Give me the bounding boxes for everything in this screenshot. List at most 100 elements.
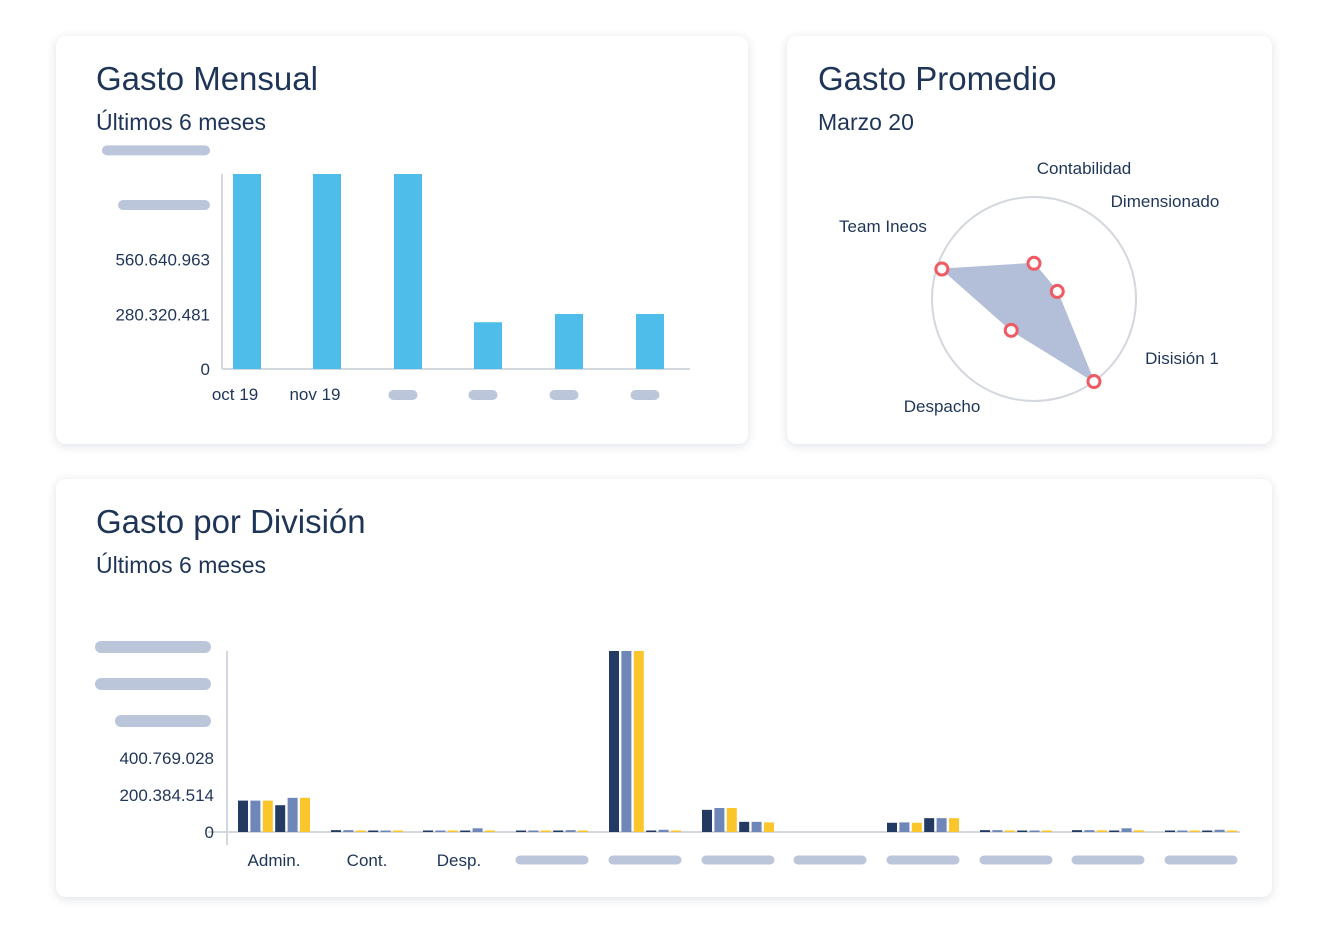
division-bar — [936, 818, 947, 832]
division-bar — [331, 830, 341, 832]
division-bar — [485, 830, 495, 832]
x-tick-label-placeholder — [468, 390, 498, 400]
division-bar — [899, 822, 910, 832]
x-tick-label-placeholder — [701, 855, 775, 865]
division-bar — [528, 830, 539, 832]
division-bar — [343, 830, 354, 832]
monthly-bar — [474, 322, 502, 369]
division-bar — [1227, 830, 1237, 832]
x-tick-label-placeholder — [515, 855, 589, 865]
division-bar — [702, 809, 712, 832]
division-bar — [980, 830, 990, 832]
division-bar — [1084, 830, 1095, 832]
radar-point — [934, 261, 950, 277]
division-bar — [238, 800, 248, 832]
x-tick-label-placeholder — [388, 390, 418, 400]
division-bar — [924, 818, 935, 832]
radar-axis-label: Contabilidad — [1037, 159, 1132, 178]
x-tick-label-placeholder — [1164, 855, 1238, 865]
division-bar — [1029, 830, 1040, 832]
monthly-spend-card: Gasto Mensual Últimos 6 meses 0 280.320.4… — [56, 36, 748, 444]
monthly-bar — [233, 174, 261, 369]
division-bar — [658, 829, 669, 832]
division-bar — [460, 830, 471, 832]
y-tick-label: 0 — [205, 823, 214, 842]
division-bar — [1165, 830, 1175, 832]
x-tick-label-placeholder — [886, 855, 960, 865]
radar-point — [1026, 255, 1042, 271]
division-bar — [368, 830, 379, 832]
monthly-spend-title: Gasto Mensual — [96, 60, 318, 97]
division-bar — [1189, 830, 1200, 832]
division-bar — [1109, 830, 1120, 832]
division-bar — [1017, 830, 1028, 832]
y-tick-label: 200.384.514 — [119, 786, 214, 805]
monthly-spend-subtitle: Últimos 6 meses — [96, 109, 266, 135]
division-bar — [565, 830, 576, 832]
division-bar — [1072, 830, 1082, 832]
division-bar — [646, 830, 657, 832]
division-bar — [1134, 830, 1144, 832]
x-tick-label-placeholder — [793, 855, 867, 865]
x-tick-label-placeholder — [549, 390, 579, 400]
division-spend-card: Gasto por División Últimos 6 meses 0 200.… — [56, 479, 1272, 897]
division-bar — [609, 651, 619, 832]
monthly-bar — [394, 174, 422, 369]
division-bar — [726, 807, 737, 832]
division-spend-title: Gasto por División — [96, 503, 366, 540]
x-tick-label: Admin. — [248, 851, 301, 870]
y-tick-label: 560.640.963 — [115, 251, 210, 270]
division-bar — [393, 830, 403, 832]
x-tick-label-placeholder — [630, 390, 660, 400]
radar-axis-label: Despacho — [904, 397, 981, 416]
division-bar — [1214, 829, 1225, 832]
division-bar — [516, 830, 526, 832]
average-spend-title: Gasto Promedio — [818, 60, 1057, 97]
y-tick-label: 280.320.481 — [115, 305, 210, 324]
radar-axis-label: Disisión 1 — [1145, 349, 1219, 368]
division-spend-chart: 0 200.384.514 400.769.028 Admin. Cont. Desp. — [95, 640, 1240, 870]
x-tick-label: nov 19 — [289, 385, 340, 404]
division-bar — [275, 805, 286, 832]
division-bar — [992, 830, 1003, 832]
division-bar — [578, 830, 588, 832]
y-tick-label: 0 — [201, 360, 210, 379]
radar-point — [1003, 322, 1019, 338]
x-tick-label-placeholder — [979, 855, 1053, 865]
radar-point — [1086, 374, 1102, 390]
division-bar — [540, 830, 551, 832]
division-bar — [287, 797, 298, 832]
y-tick-label-placeholder — [118, 200, 210, 211]
radar-axis-label: Dimensionado — [1111, 192, 1220, 211]
monthly-bar — [636, 314, 664, 369]
division-bar — [262, 800, 273, 832]
radar-point — [1049, 283, 1065, 299]
division-bar — [911, 822, 922, 832]
division-bar — [671, 830, 681, 832]
x-tick-label-placeholder — [608, 855, 682, 865]
division-bar — [739, 821, 750, 832]
division-bar — [300, 797, 310, 832]
x-tick-label: Desp. — [437, 851, 481, 870]
division-bar — [1042, 830, 1052, 832]
division-bar — [553, 830, 564, 832]
radar-axis-label: Team Ineos — [839, 217, 927, 236]
division-bar — [250, 800, 261, 832]
division-bar — [751, 821, 762, 832]
x-tick-label: oct 19 — [212, 385, 258, 404]
division-bar — [1096, 830, 1107, 832]
radar-area — [940, 262, 1095, 383]
division-bar — [887, 822, 897, 832]
y-tick-label-placeholder — [95, 677, 211, 690]
average-spend-radar-chart: Contabilidad Dimensionado Disisión 1 Despac… — [839, 159, 1220, 416]
x-tick-label-placeholder — [1071, 855, 1145, 865]
monthly-spend-chart: 0 280.320.481 560.640.963 oct 19 nov 19 — [102, 145, 690, 404]
division-spend-subtitle: Últimos 6 meses — [96, 552, 266, 578]
division-bar — [447, 830, 458, 832]
average-spend-subtitle: Marzo 20 — [818, 109, 914, 135]
division-bar — [714, 807, 725, 832]
division-bar — [764, 822, 774, 832]
division-bar — [949, 818, 959, 832]
x-tick-label: Cont. — [347, 851, 388, 870]
division-bar — [633, 651, 644, 832]
